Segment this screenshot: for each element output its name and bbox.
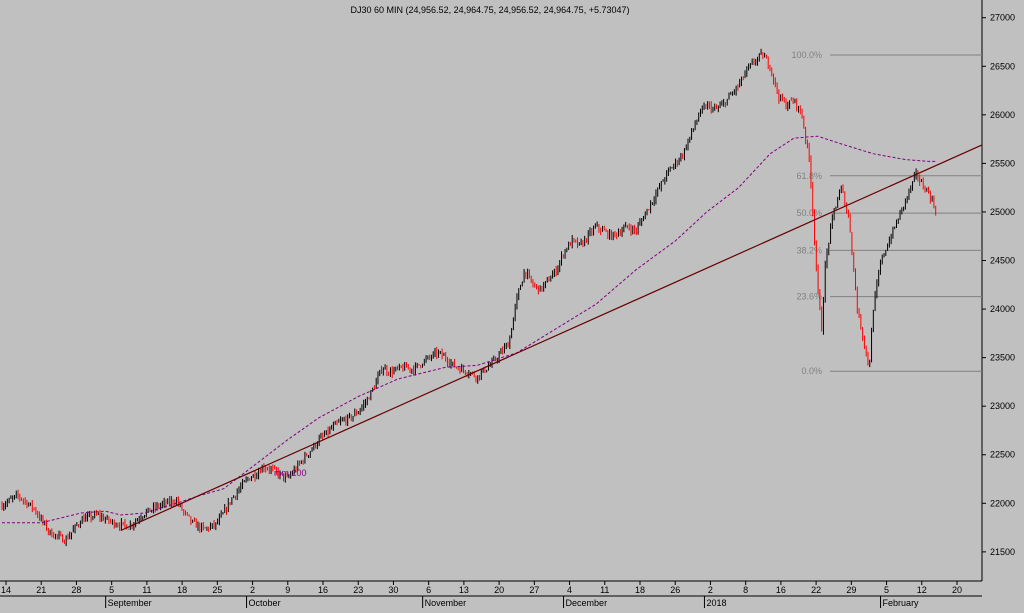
x-tick-label: 25 — [212, 585, 222, 595]
y-tick-label: 24000 — [990, 304, 1015, 314]
trend-line — [120, 144, 983, 532]
moving-average — [2, 135, 937, 524]
x-tick-label: 2 — [250, 585, 255, 595]
x-tick-label: 4 — [567, 585, 572, 595]
x-tick-label: 5 — [109, 585, 114, 595]
y-tick-label: 23500 — [990, 353, 1015, 363]
month-label: December — [566, 598, 608, 608]
y-tick-label: 22000 — [990, 498, 1015, 508]
x-tick-label: 2 — [708, 585, 713, 595]
ma-200-line — [2, 135, 937, 524]
x-tick-label: 21 — [36, 585, 46, 595]
y-tick-label: 21500 — [990, 547, 1015, 557]
y-tick-label: 24500 — [990, 256, 1015, 266]
fib-level-label: 100.0% — [791, 50, 822, 60]
trend-line-group — [120, 144, 983, 532]
fib-level-label: 50.0% — [796, 208, 822, 218]
x-tick-label: 6 — [426, 585, 431, 595]
month-label: September — [108, 598, 152, 608]
x-tick-label: 28 — [71, 585, 81, 595]
y-tick-label: 26500 — [990, 61, 1015, 71]
x-tick-label: 20 — [952, 585, 962, 595]
x-tick-label: 14 — [1, 585, 11, 595]
x-tick-label: 13 — [459, 585, 469, 595]
x-tick-label: 8 — [743, 585, 748, 595]
month-label: October — [249, 598, 281, 608]
x-tick-label: 30 — [388, 585, 398, 595]
x-tick-label: 11 — [142, 585, 151, 595]
x-tick-label: 16 — [318, 585, 328, 595]
annotations: mm 200 — [274, 468, 307, 478]
x-tick-label: 20 — [494, 585, 504, 595]
fib-level-label: 61.8% — [796, 171, 822, 181]
fib-level-label: 38.2% — [796, 245, 822, 255]
y-tick-label: 27000 — [990, 13, 1015, 23]
x-tick-label: 29 — [846, 585, 856, 595]
month-label: November — [425, 598, 467, 608]
x-tick-label: 9 — [285, 585, 290, 595]
x-tick-label: 5 — [884, 585, 889, 595]
y-tick-label: 26000 — [990, 110, 1015, 120]
ma-label: mm 200 — [274, 468, 307, 478]
chart-title: DJ30 60 MIN (24,956.52, 24,964.75, 24,95… — [351, 5, 630, 15]
x-tick-label: 22 — [811, 585, 821, 595]
month-label: February — [883, 598, 920, 608]
fib-level-label: 23.6% — [796, 292, 822, 302]
x-tick-label: 27 — [529, 585, 539, 595]
month-label: 2018 — [706, 598, 726, 608]
x-tick-label: 18 — [177, 585, 187, 595]
y-tick-label: 23000 — [990, 401, 1015, 411]
x-tick-label: 18 — [635, 585, 645, 595]
fibonacci-levels: 100.0% 61.8% 50.0% 38.2% 23.6% 0.0% — [791, 50, 982, 376]
fib-level-label: 0.0% — [801, 366, 822, 376]
x-tick-label: 26 — [670, 585, 680, 595]
y-tick-label: 25000 — [990, 207, 1015, 217]
x-tick-label: 11 — [600, 585, 609, 595]
x-tick-label: 23 — [353, 585, 363, 595]
y-tick-label: 25500 — [990, 158, 1015, 168]
x-tick-label: 16 — [776, 585, 786, 595]
y-tick-label: 22500 — [990, 450, 1015, 460]
x-tick-label: 12 — [917, 585, 927, 595]
candlesticks — [1, 48, 937, 547]
